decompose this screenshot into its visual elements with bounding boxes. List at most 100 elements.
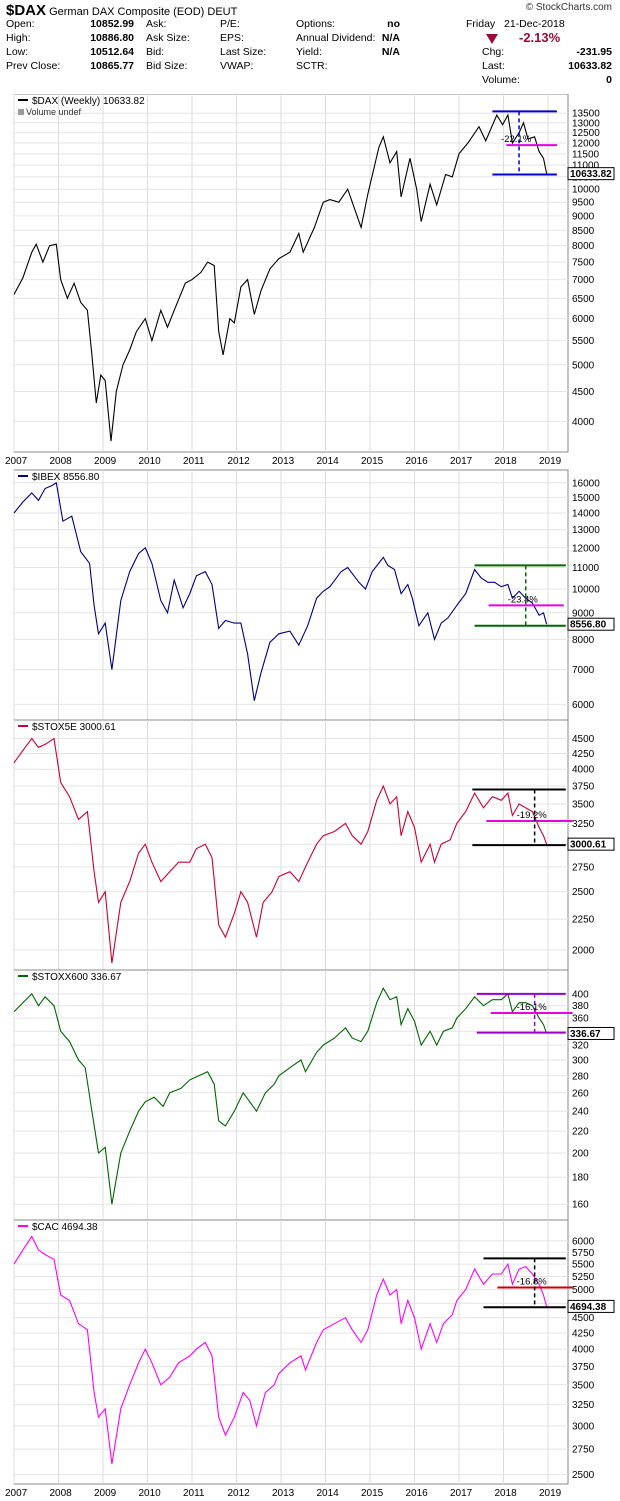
y-tick-label: 4250: [572, 1328, 595, 1339]
chg-label: Chg:: [482, 46, 505, 58]
last-price-label: 3000.61: [570, 840, 607, 851]
x-tick-label: 2019: [539, 456, 562, 467]
x-tick-label: 2018: [494, 1488, 517, 1499]
y-tick-label: 3000: [572, 1421, 595, 1432]
y-tick-label: 14000: [572, 508, 600, 519]
y-tick-label: 300: [572, 1055, 589, 1066]
y-tick-label: 200: [572, 1149, 589, 1160]
sctr-label: SCTR:: [296, 60, 328, 72]
y-tick-label: 7500: [572, 258, 595, 269]
high-label: High:: [6, 32, 31, 44]
y-tick-label: 3750: [572, 782, 595, 793]
vwap-label: VWAP:: [220, 60, 254, 72]
yield-label: Yield:: [296, 46, 322, 58]
exchange: DEUT: [207, 6, 238, 18]
price-line: [13, 1235, 548, 1465]
brand-label: © StockCharts.com: [525, 2, 612, 13]
y-tick-label: 260: [572, 1088, 589, 1099]
y-tick-label: 5250: [572, 1272, 595, 1283]
security-name: German DAX Composite (EOD): [49, 6, 205, 18]
y-tick-label: 5000: [572, 360, 595, 371]
y-tick-label: 2500: [572, 1470, 595, 1481]
x-tick-label: 2011: [183, 456, 205, 467]
x-tick-label: 2017: [450, 456, 473, 467]
chart-title: $DAX German DAX Composite (EOD) DEUT: [6, 2, 237, 19]
x-tick-label: 2014: [316, 456, 339, 467]
ask-size-label: Ask Size:: [146, 32, 190, 44]
charts-svg: 4000 4500 5000 5500 6000 6500 7000 7500 8000 8500…: [5, 94, 615, 1499]
y-tick-label: 10000: [572, 185, 600, 196]
last-label: Last:: [482, 60, 505, 72]
legend-text: $STOX5E 3000.61: [32, 722, 116, 733]
last-value: 10633.82: [568, 60, 612, 72]
x-tick-label: 2010: [138, 456, 161, 467]
x-tick-label: 2016: [405, 1488, 428, 1499]
panel-frame: [13, 969, 569, 1221]
low-label: Low:: [6, 46, 29, 58]
y-tick-label: 6000: [572, 1236, 595, 1247]
y-tick-label: 2500: [572, 887, 595, 898]
trade-date: 21-Dec-2018: [504, 18, 565, 30]
y-tick-label: 6000: [572, 314, 595, 325]
x-tick-label: 2013: [272, 1488, 295, 1499]
x-tick-label: 2009: [94, 1488, 117, 1499]
y-tick-label: 6000: [572, 700, 595, 711]
y-tick-label: 9000: [572, 608, 595, 619]
prev-close-value: 10865.77: [90, 60, 134, 72]
yield-value: N/A: [381, 46, 400, 58]
low-value: 10512.64: [90, 46, 134, 58]
high-value: 10886.80: [90, 32, 134, 44]
x-tick-label: 2008: [49, 456, 72, 467]
open-label: Open:: [6, 18, 35, 30]
y-tick-label: 4500: [572, 1313, 595, 1324]
y-tick-label: 4000: [572, 1345, 595, 1356]
y-tick-label: 5500: [572, 1260, 595, 1271]
y-tick-label: 4500: [572, 387, 595, 398]
x-tick-label: 2007: [5, 456, 28, 467]
annual-dividend-value: N/A: [381, 32, 400, 44]
y-tick-label: 8000: [572, 635, 595, 646]
ask-label: Ask:: [146, 18, 167, 30]
y-tick-label: 12000: [572, 139, 600, 150]
legend-text: $IBEX 8556.80: [32, 472, 100, 483]
price-line: [13, 987, 548, 1205]
chg-value: -231.95: [576, 46, 612, 58]
y-tick-label: 7000: [572, 275, 595, 286]
x-tick-label: 2015: [361, 1488, 384, 1499]
y-tick-label: 400: [572, 989, 589, 1000]
y-tick-label: 4000: [572, 765, 595, 776]
x-tick-label: 2014: [316, 1488, 339, 1499]
y-tick-label: 220: [572, 1127, 589, 1138]
y-tick-label: 280: [572, 1071, 589, 1082]
x-tick-label: 2009: [94, 456, 117, 467]
price-line: [13, 481, 548, 701]
y-tick-label: 9500: [572, 198, 595, 209]
y-tick-label: 2750: [572, 1445, 595, 1456]
bid-size-label: Bid Size:: [146, 60, 188, 72]
panel-frame: [13, 1219, 569, 1485]
options-label: Options:: [296, 18, 336, 30]
legend-text: $STOXX600 336.67: [32, 972, 122, 983]
y-tick-label: 11500: [572, 149, 600, 160]
price-line: [13, 113, 548, 442]
y-tick-label: 3500: [572, 800, 595, 811]
y-tick-label: 360: [572, 1014, 589, 1025]
x-tick-label: 2012: [227, 456, 250, 467]
last-size-label: Last Size:: [220, 46, 267, 58]
x-tick-label: 2015: [361, 456, 384, 467]
volume-value: 0: [606, 74, 612, 86]
annotation-label: -16.8%: [517, 1276, 548, 1287]
volume-label: Volume:: [482, 74, 520, 86]
x-tick-label: 2012: [227, 1488, 250, 1499]
symbol: $DAX: [6, 2, 47, 19]
open-value: 10852.99: [90, 18, 134, 30]
y-tick-label: 16000: [572, 478, 600, 489]
y-tick-label: 2250: [572, 915, 595, 926]
y-tick-label: 10000: [572, 584, 600, 595]
y-tick-label: 4000: [572, 417, 595, 428]
y-tick-label: 380: [572, 1001, 589, 1012]
legend-text: $DAX (Weekly) 10633.82: [32, 96, 145, 107]
y-tick-label: 5750: [572, 1248, 595, 1259]
prev-close-label: Prev Close:: [6, 60, 61, 72]
annual-dividend-label: Annual Dividend:: [296, 32, 376, 44]
